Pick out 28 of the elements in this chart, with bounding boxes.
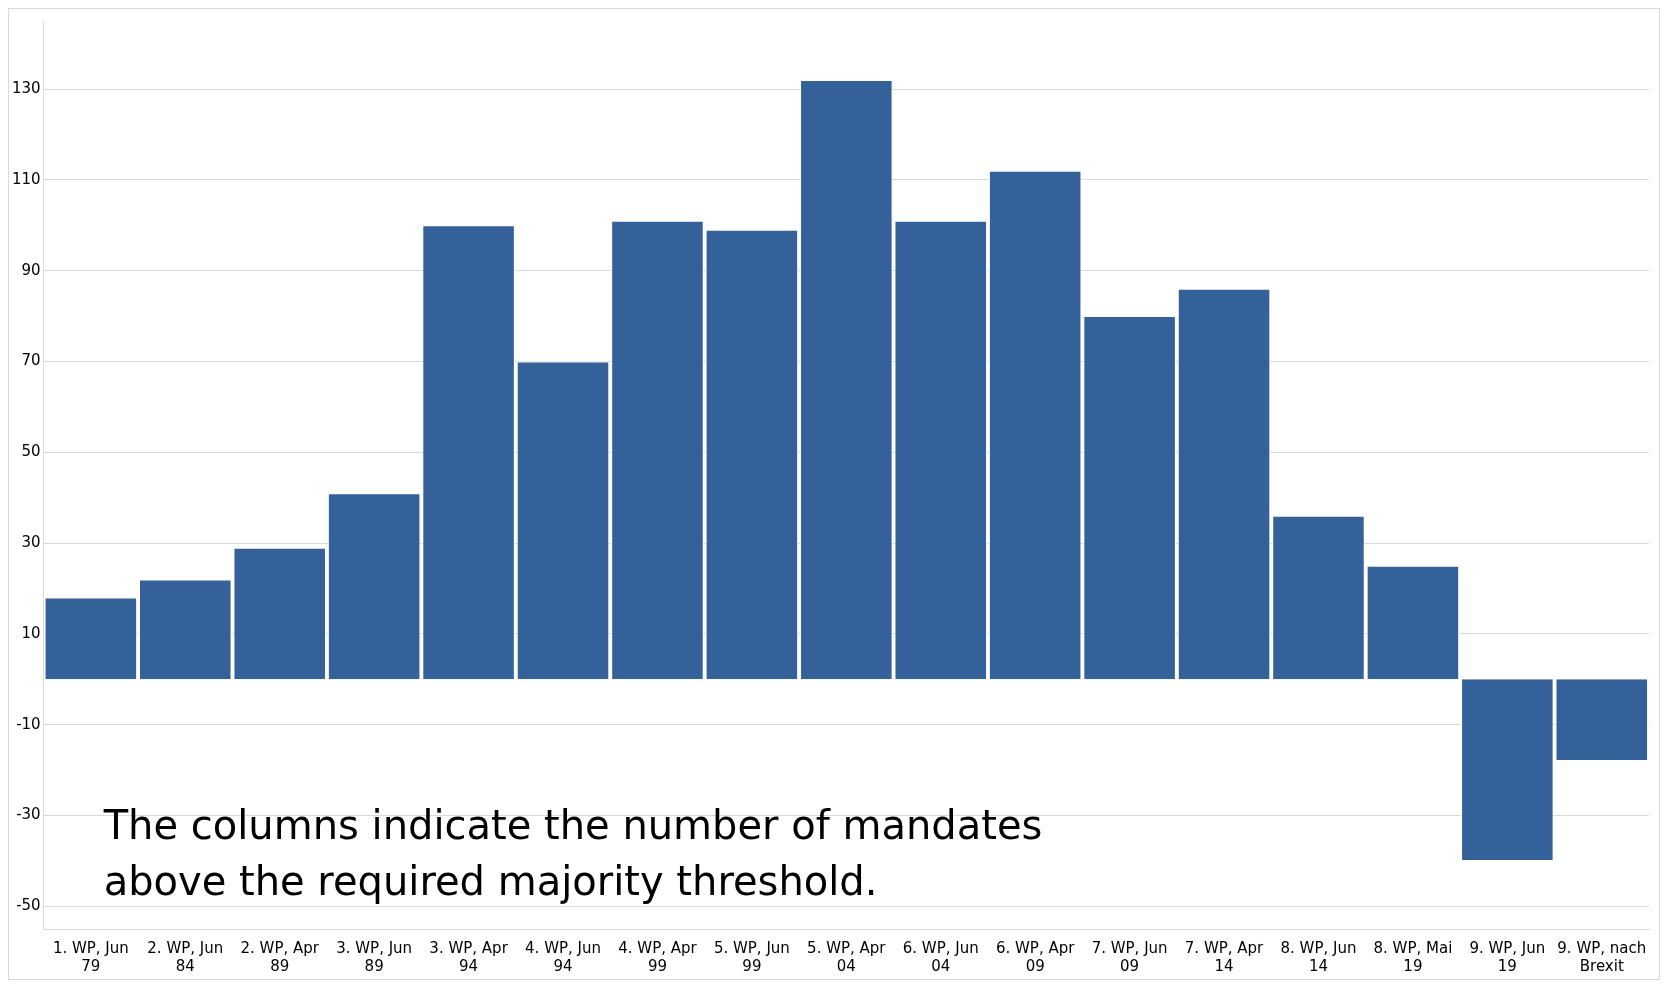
x-tick-label: 9. WP, nach Brexit: [1557, 938, 1647, 975]
y-tick-label: -10: [16, 714, 41, 733]
x-tick-label: 2. WP, Jun 84: [147, 938, 224, 975]
y-tick-label: 90: [21, 260, 41, 279]
x-tick-label: 9. WP, Jun 19: [1469, 938, 1546, 975]
x-tick-label: 7. WP, Apr 14: [1184, 938, 1265, 975]
x-tick-label: 3. WP, Apr 94: [429, 938, 509, 975]
y-tick-label: 30: [21, 532, 41, 551]
x-tick-label: 1. WP, Jun 79: [52, 938, 129, 975]
x-tick-label: 5. WP, Jun 99: [713, 938, 790, 975]
annotation: The columns indicate the number of mandates above the required majority threshold.: [102, 802, 1043, 904]
y-tick-label: 110: [11, 169, 41, 188]
x-tick-label: 3. WP, Jun 89: [336, 938, 413, 975]
x-tick-label: 6. WP, Jun 04: [902, 938, 979, 975]
y-tick-label: 50: [21, 442, 41, 461]
y-tick-label: 70: [21, 351, 41, 370]
x-tick-label: 6. WP, Apr 09: [995, 938, 1076, 975]
x-tick-label: 2. WP, Apr 89: [240, 938, 320, 975]
x-tick-label: 4. WP, Jun 94: [525, 938, 601, 975]
y-tick-label: -30: [16, 805, 41, 824]
x-tick-label: 4. WP, Apr 99: [618, 938, 698, 975]
y-tick-label: 130: [11, 78, 41, 97]
x-tick-label: 5. WP, Apr 04: [807, 938, 887, 975]
x-tick-label: 8. WP, Jun 14: [1280, 938, 1357, 975]
y-tick-label: 10: [21, 623, 41, 642]
x-tick-label: 7. WP, Jun 09: [1091, 938, 1168, 975]
x-tick-label: 8. WP, Mai 19: [1373, 938, 1453, 975]
y-tick-label: -50: [16, 896, 41, 915]
